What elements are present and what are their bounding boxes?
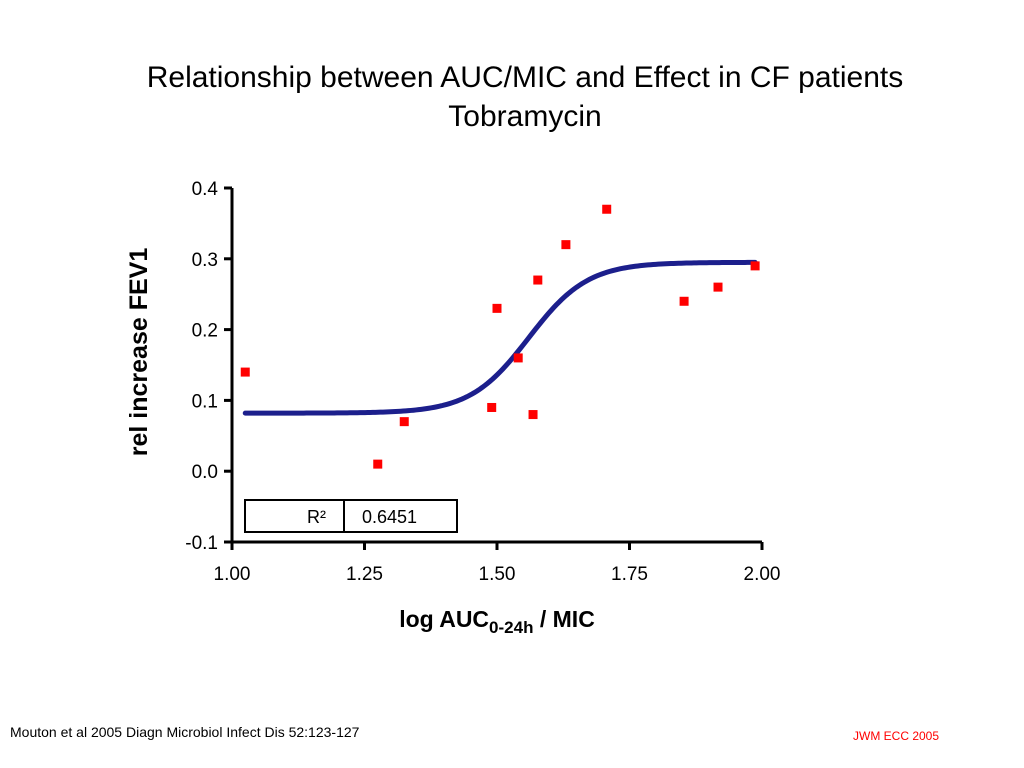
- points-layer: [240, 204, 760, 469]
- data-point: [399, 417, 409, 427]
- fit-curve-layer: [242, 259, 758, 416]
- r-squared-value: 0.6451: [362, 507, 417, 527]
- data-point: [713, 282, 723, 292]
- y-tick-label: 0.2: [192, 321, 218, 342]
- fit-curve: [242, 259, 758, 416]
- y-tick-label: 0.0: [192, 462, 218, 483]
- y-tick-label: 0.3: [192, 250, 218, 271]
- x-tick-label: 1.75: [611, 564, 648, 585]
- data-point: [561, 240, 571, 250]
- data-point: [513, 353, 523, 363]
- y-tick-label: 0.1: [192, 391, 218, 412]
- x-axis-label-suffix: / MIC: [533, 606, 594, 632]
- axes: -0.1 0.0 0.1 0.2 0.3 0.4 1.00 1.25 1.50 1.75 2.00: [185, 179, 780, 585]
- data-point: [602, 204, 612, 214]
- r-squared-table-frame: [244, 499, 458, 533]
- data-point: [492, 303, 502, 313]
- x-axis-label-subscript: 0-24h: [489, 618, 533, 637]
- x-tick-label: 1.25: [346, 564, 383, 585]
- x-axis-label-main: log AUC: [399, 606, 489, 632]
- citation: Mouton et al 2005 Diagn Microbiol Infect…: [10, 724, 360, 740]
- data-point: [533, 275, 543, 285]
- y-tick-label: -0.1: [185, 533, 218, 554]
- y-axis-label: rel increase FEV1: [125, 248, 153, 457]
- x-tick-label: 2.00: [744, 564, 781, 585]
- data-point: [240, 367, 250, 377]
- data-point: [750, 261, 760, 271]
- chart-subtitle: Tobramycin: [448, 100, 602, 133]
- credit: JWM ECC 2005: [853, 729, 940, 743]
- data-point: [528, 410, 538, 420]
- x-axis-label: log AUC0-24h / MIC: [399, 606, 595, 637]
- x-tick-label: 1.50: [479, 564, 516, 585]
- x-tick-label: 1.00: [214, 564, 251, 585]
- chart-title: Relationship between AUC/MIC and Effect …: [146, 61, 904, 94]
- data-point: [679, 296, 689, 306]
- r-squared-label: R²: [307, 507, 326, 527]
- y-tick-label: 0.4: [192, 179, 219, 200]
- data-point: [373, 459, 383, 469]
- data-point: [487, 402, 497, 412]
- r-squared-table: R² 0.6451: [244, 499, 458, 533]
